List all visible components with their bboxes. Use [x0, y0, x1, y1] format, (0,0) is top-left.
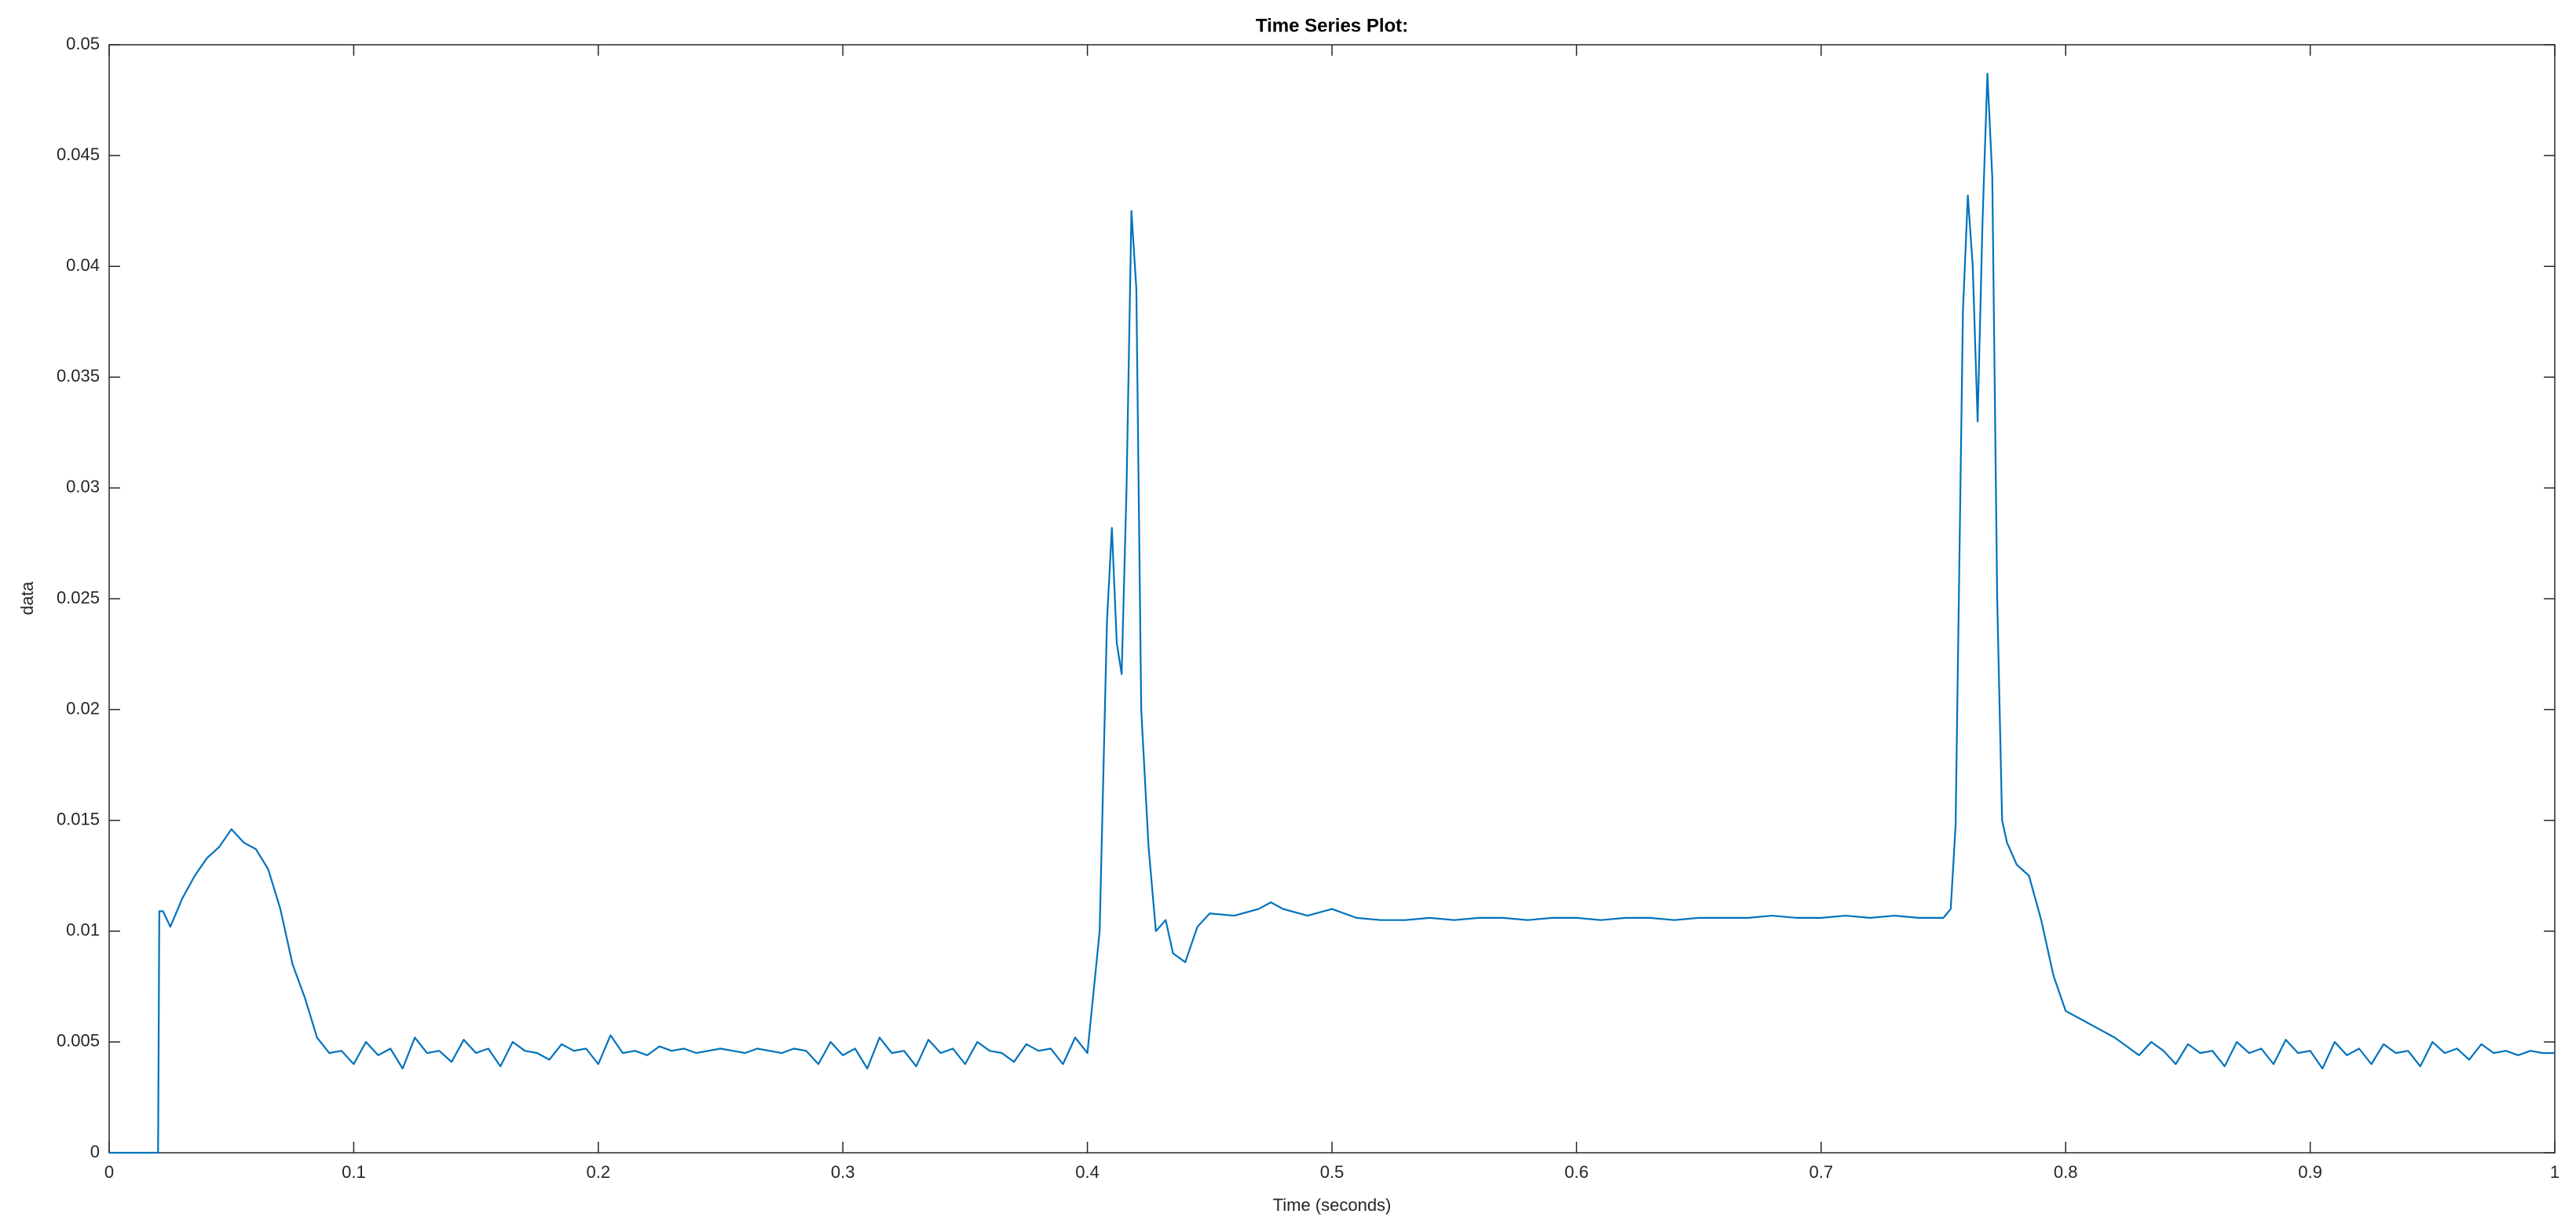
- y-tick-label: 0.03: [66, 477, 100, 496]
- x-tick-label: 0: [104, 1162, 114, 1182]
- x-tick-label: 0.7: [1809, 1162, 1834, 1182]
- x-tick-label: 0.5: [1320, 1162, 1345, 1182]
- x-tick-label: 0.6: [1564, 1162, 1589, 1182]
- x-tick-label: 0.8: [2054, 1162, 2078, 1182]
- y-tick-label: 0.035: [57, 366, 100, 386]
- y-tick-label: 0.015: [57, 810, 100, 829]
- y-tick-label: 0.02: [66, 698, 100, 718]
- y-tick-label: 0.025: [57, 587, 100, 607]
- y-tick-label: 0.04: [66, 255, 100, 275]
- y-tick-label: 0.045: [57, 144, 100, 164]
- y-tick-label: 0.01: [66, 920, 100, 940]
- y-axis-label: data: [17, 581, 37, 616]
- data-line: [109, 72, 2555, 1154]
- x-tick-label: 1: [2550, 1162, 2560, 1182]
- chart-title: Time Series Plot:: [1256, 15, 1408, 36]
- x-tick-label: 0.4: [1075, 1162, 1100, 1182]
- y-tick-label: 0.005: [57, 1031, 100, 1051]
- x-tick-label: 0.1: [342, 1162, 366, 1182]
- x-tick-label: 0.3: [831, 1162, 855, 1182]
- x-tick-label: 0.2: [587, 1162, 611, 1182]
- y-tick-label: 0.05: [66, 34, 100, 53]
- x-tick-label: 0.9: [2298, 1162, 2322, 1182]
- x-axis-label: Time (seconds): [1273, 1195, 1392, 1215]
- y-tick-label: 0: [90, 1142, 100, 1161]
